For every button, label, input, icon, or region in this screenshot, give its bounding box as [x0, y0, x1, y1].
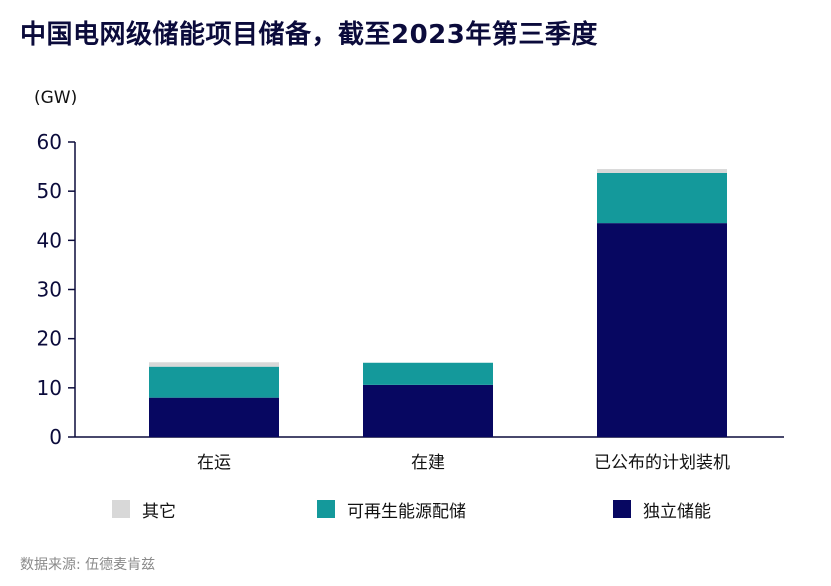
source-note: 数据来源: 伍德麦肯兹 [20, 557, 156, 573]
x-category-label: 已公布的计划装机 [594, 453, 730, 473]
legend-label-other: 其它 [142, 501, 176, 522]
bar-segment [149, 362, 279, 367]
y-tick-label: 20 [37, 327, 62, 351]
bar-segment [363, 384, 493, 437]
bar-segment [149, 366, 279, 398]
y-tick-label: 50 [37, 179, 62, 203]
y-tick-label: 40 [37, 228, 62, 252]
chart-title: 中国电网级储能项目储备，截至2023年第三季度 [20, 20, 598, 50]
y-tick-label: 60 [37, 130, 62, 154]
legend-label-renewable-paired: 可再生能源配储 [347, 501, 466, 522]
bar-segment [363, 362, 493, 385]
legend-label-standalone: 独立储能 [643, 501, 711, 522]
y-tick-label: 10 [37, 376, 62, 400]
y-tick-label: 30 [37, 278, 62, 302]
y-axis-unit-label: (GW) [34, 88, 78, 108]
legend-item-standalone: 独立储能 [613, 498, 711, 522]
legend-swatch-standalone [613, 500, 631, 518]
y-tick-label: 0 [49, 425, 62, 449]
legend-item-other: 其它 [112, 498, 176, 522]
legend-item-renewable-paired: 可再生能源配储 [317, 498, 466, 522]
legend-swatch-other [112, 500, 130, 518]
bar-segment [149, 397, 279, 437]
bar-segment [597, 169, 727, 173]
legend-swatch-renewable-paired [317, 500, 335, 518]
x-category-label: 在建 [411, 453, 445, 473]
x-category-label: 在运 [197, 453, 231, 473]
bar-segment [597, 172, 727, 224]
bar-segment [597, 223, 727, 437]
